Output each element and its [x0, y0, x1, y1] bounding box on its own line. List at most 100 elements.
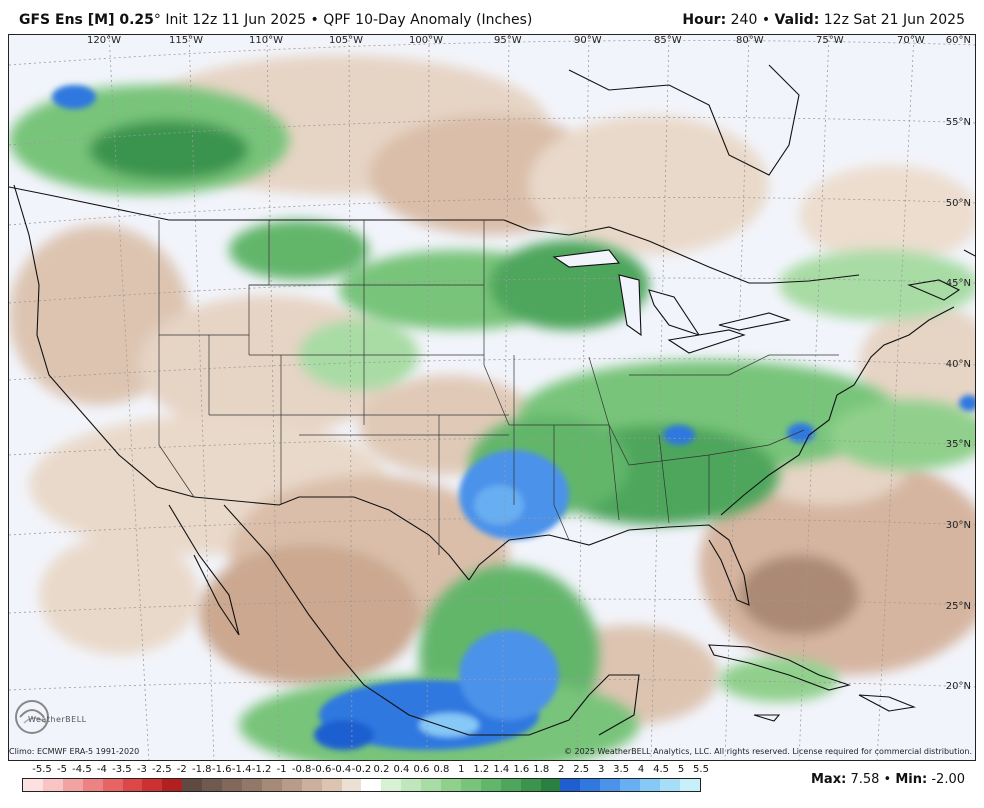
colorbar-tick-label: 2.5: [573, 764, 590, 775]
colorbar-swatch: [361, 779, 382, 791]
lon-label: 80°W: [736, 35, 764, 46]
logo-text: WeatherBELL: [28, 715, 87, 724]
colorbar-tick-label: 1.4: [493, 764, 510, 775]
colorbar-tick-label: 0.4: [393, 764, 410, 775]
colorbar-swatch: [202, 779, 223, 791]
colorbar-swatch: [241, 779, 262, 791]
anomaly-map[interactable]: 120°W 115°W 110°W 105°W 100°W 95°W 90°W …: [8, 34, 976, 761]
colorbar-swatch: [620, 779, 641, 791]
min-label: Min: [895, 772, 923, 787]
valid-label: Valid: [774, 12, 814, 28]
colorbar-tick-label: 1.8: [533, 764, 550, 775]
lon-label: 75°W: [816, 35, 844, 46]
colorbar-tick-label: -1: [276, 764, 287, 775]
weatherbell-logo: [15, 700, 49, 734]
max-value: 7.58: [850, 772, 880, 787]
colorbar-tick-label: -0.2: [351, 764, 372, 775]
min-value: -2.00: [931, 772, 965, 787]
hour-label: Hour: [682, 12, 721, 28]
colorbar-tick-label: 1: [458, 764, 465, 775]
colorbar-tick-label: -0.8: [291, 764, 312, 775]
colorbar-tick-label: 5.5: [693, 764, 709, 775]
lat-label: 40°N: [945, 359, 971, 370]
colorbar-tick-label: -5: [56, 764, 67, 775]
colorbar-tick-label: -3.5: [112, 764, 132, 775]
lon-label: 70°W: [897, 35, 925, 46]
lat-label: 35°N: [945, 439, 971, 450]
lon-label: 90°W: [574, 35, 602, 46]
colorbar-swatch: [142, 779, 163, 791]
colorbar-tick-label: -5.5: [32, 764, 52, 775]
colorbar-swatch: [580, 779, 601, 791]
init-time: Init 12z 11 Jun 2025: [165, 12, 307, 28]
colorbar-tick-label: -1.2: [251, 764, 272, 775]
colorbar-tick-label: 1.6: [513, 764, 530, 775]
map-canvas: [9, 35, 975, 760]
colorbar-tick-label: -1.8: [191, 764, 212, 775]
colorbar-swatch: [321, 779, 342, 791]
colorbar-swatch: [660, 779, 680, 791]
colorbar-swatch: [162, 779, 183, 791]
lat-label: 30°N: [945, 520, 971, 531]
colorbar-tick-label: -4.5: [72, 764, 92, 775]
valid-value: 12z Sat 21 Jun 2025: [823, 12, 965, 28]
copyright-credit: © 2025 WeatherBELL Analytics, LLC. All r…: [564, 747, 972, 756]
colorbar-swatch: [460, 779, 481, 791]
colorbar-swatch: [600, 779, 621, 791]
header-title: GFS Ens [M] 0.25° Init 12z 11 Jun 2025 •…: [19, 12, 532, 28]
colorbar-swatch: [480, 779, 501, 791]
colorbar-swatch: [401, 779, 422, 791]
colorbar-tick-label: -4: [96, 764, 107, 775]
colorbar-tick-label: -1.6: [211, 764, 232, 775]
colorbar-tick-label: 5: [677, 764, 685, 775]
colorbar-tick-label: -2.5: [152, 764, 172, 775]
header-bar: GFS Ens [M] 0.25° Init 12z 11 Jun 2025 •…: [0, 0, 984, 34]
lon-label: 120°W: [87, 35, 121, 46]
colorbar-swatch: [182, 779, 203, 791]
colorbar-tick-label: 3: [597, 764, 605, 775]
colorbar-tick-label: 2: [558, 764, 565, 775]
lat-label: 60°N: [945, 35, 971, 46]
lon-label: 95°W: [494, 35, 522, 46]
colorbar-tick-label: -0.6: [311, 764, 332, 775]
model-name: GFS Ens [M] 0.25: [19, 12, 154, 28]
colorbar-tick-label: 0.2: [373, 764, 390, 775]
lon-label: 100°W: [409, 35, 443, 46]
colorbar-swatch: [82, 779, 103, 791]
colorbar-tick-label: -1.4: [231, 764, 252, 775]
colorbar-swatch: [62, 779, 83, 791]
colorbar-swatch: [640, 779, 660, 791]
lat-label: 50°N: [945, 198, 971, 209]
lat-label: 25°N: [945, 601, 971, 612]
lon-label: 85°W: [654, 35, 682, 46]
colorbar-tick-label: 4: [637, 764, 645, 775]
colorbar-swatch: [500, 779, 521, 791]
colorbar-swatch: [42, 779, 63, 791]
colorbar-swatch: [441, 779, 461, 791]
lon-label: 110°W: [249, 35, 283, 46]
colorbar-swatch: [281, 779, 302, 791]
lat-label: 20°N: [945, 681, 971, 692]
lat-label: 55°N: [945, 117, 971, 128]
colorbar-swatch: [222, 779, 242, 791]
colorbar-tick-label: 0.6: [413, 764, 430, 775]
hour-value: 240: [730, 12, 758, 28]
colorbar-tick-label: 4.5: [653, 764, 669, 775]
max-min-readout: Max: 7.58 • Min: -2.00: [811, 772, 965, 787]
colorbar-tick-label: 0.8: [433, 764, 450, 775]
lat-label: 45°N: [945, 278, 971, 289]
colorbar-swatch: [261, 779, 282, 791]
colorbar-swatch: [520, 779, 541, 791]
colorbar-swatch: [540, 779, 561, 791]
colorbar-swatch: [679, 779, 700, 791]
colorbar-swatch: [341, 779, 362, 791]
max-label: Max: [811, 772, 842, 787]
colorbar-tick-label: 3.5: [613, 764, 630, 775]
very-wet-anomaly-fields: [52, 85, 975, 750]
lon-label: 115°W: [169, 35, 203, 46]
colorbar-ticks: -5.5 -5 -4.5 -4 -3.5 -3 -2.5 -2 -1.8 -1.6 -1.4 -1.2…: [22, 764, 709, 778]
colorbar: [22, 778, 701, 792]
colorbar-tick-label: -2: [176, 764, 187, 775]
colorbar-swatch: [122, 779, 143, 791]
climo-credit: Climo: ECMWF ERA-5 1991-2020: [9, 747, 140, 756]
